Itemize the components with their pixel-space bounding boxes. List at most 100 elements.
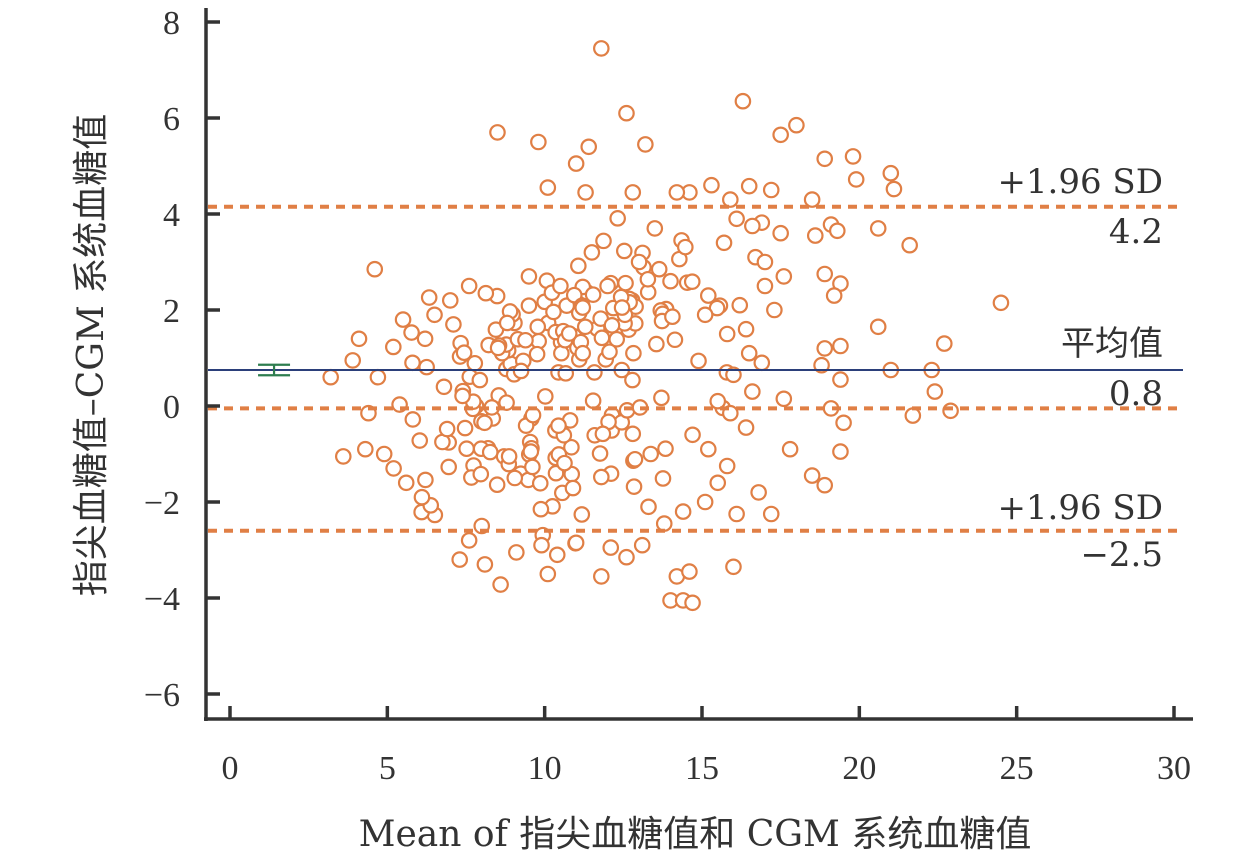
data-point [640,498,657,516]
data-point [593,468,610,486]
data-point [722,191,739,208]
data-point [684,426,701,444]
data-point [655,515,673,532]
data-point [435,378,453,396]
y-axis-title: 指尖血糖值–CGM 系统血糖值 [71,114,112,597]
data-point [489,124,506,141]
data-point [699,440,717,458]
data-point [404,354,421,372]
data-point [411,432,429,449]
reference-lines [208,204,1183,533]
data-point [803,467,821,484]
data-point [753,354,771,372]
x-axis-title: Mean of 指尖血糖值和 CGM 系统血糖值 [359,814,1032,855]
data-point [517,331,534,349]
data-point [737,320,755,338]
data-point [762,505,780,523]
data-point [653,389,670,407]
data-point [775,390,793,408]
data-point [529,318,547,336]
data-point [668,184,686,201]
data-point [625,478,643,495]
data-point [772,126,789,144]
data-point [744,383,761,400]
data-point [552,277,569,295]
data-point [417,471,434,489]
data-points [322,40,1010,612]
data-point [690,352,707,370]
data-point [550,417,567,434]
data-point [500,448,518,465]
data-point [591,445,609,462]
data-point [740,344,758,362]
data-point [576,318,594,336]
data-point [567,534,585,552]
data-point [334,448,352,465]
y-tick-label: 8 [163,5,180,42]
data-point [684,594,701,612]
data-point [403,324,420,341]
data-point [599,277,616,295]
data-point [709,474,727,492]
data-point [926,383,944,400]
data-point [639,270,657,288]
data-point [781,440,799,458]
data-point [532,500,550,518]
data-point [375,445,393,463]
x-tick-label: 5 [379,750,396,787]
x-tick-label: 25 [1000,750,1034,787]
data-point [350,330,368,348]
data-point [536,388,554,405]
data-point [397,474,415,492]
upper-limit-label: +1.96 SD [997,162,1163,202]
x-tick-label: 15 [685,750,719,787]
data-point [488,476,506,494]
data-point [498,314,516,332]
data-point [630,253,648,271]
data-point [385,338,402,356]
data-point [593,568,610,585]
data-point [731,296,749,314]
data-point [725,558,742,576]
data-point [709,392,727,410]
data-point [472,465,490,483]
data-point [816,340,834,357]
data-point [677,238,694,256]
data-point [577,184,594,201]
data-point [882,164,900,182]
data-point [530,133,547,151]
data-point [734,92,752,110]
data-point [584,286,602,303]
data-point [816,476,834,494]
data-point [775,268,793,285]
data-point [522,443,540,460]
data-point [744,217,761,235]
y-tick-label: 4 [163,197,180,234]
data-point [942,402,959,420]
data-point [718,457,736,475]
data-point [626,450,644,468]
data-point [603,317,621,334]
data-point [595,232,612,250]
data-point [625,344,642,362]
data-point [657,440,674,458]
data-point [885,180,903,198]
data-point [715,234,733,252]
data-point [416,330,434,348]
data-point [539,565,557,583]
data-point [539,179,557,196]
data-point [904,407,922,424]
data-point [385,460,402,477]
data-point [935,335,953,352]
data-point [593,40,610,57]
data-point [322,368,339,386]
data-point [703,176,720,194]
data-point [699,287,717,304]
data-point [718,325,736,343]
data-point [570,257,587,275]
mean-label: 平均值 [1061,324,1163,364]
data-point [455,344,473,362]
x-tick-label: 10 [528,750,562,787]
data-point [825,287,843,304]
